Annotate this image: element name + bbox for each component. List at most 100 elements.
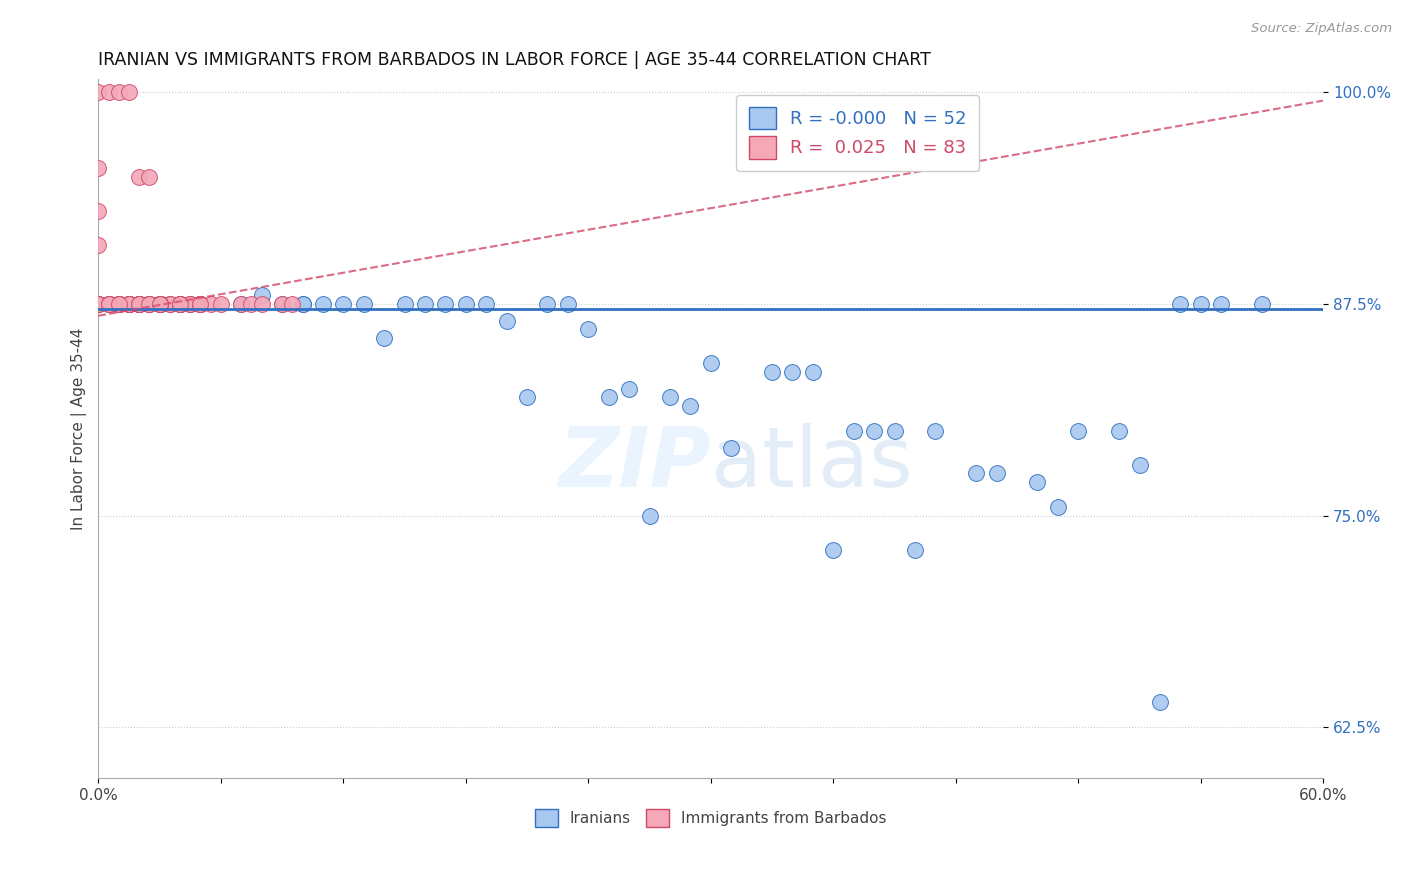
Point <box>1189 297 1212 311</box>
Point <box>159 297 181 311</box>
Point <box>107 297 129 311</box>
Point <box>149 297 172 311</box>
Point <box>413 297 436 311</box>
Point <box>149 297 172 311</box>
Point <box>169 297 191 311</box>
Point <box>128 169 150 184</box>
Text: Source: ZipAtlas.com: Source: ZipAtlas.com <box>1251 22 1392 36</box>
Point <box>495 314 517 328</box>
Point <box>118 297 141 311</box>
Point <box>87 297 110 311</box>
Point <box>118 297 141 311</box>
Point <box>97 297 120 311</box>
Point <box>1211 297 1233 311</box>
Point <box>179 297 201 311</box>
Point <box>209 297 232 311</box>
Point <box>118 297 141 311</box>
Point <box>312 297 335 311</box>
Point <box>801 365 824 379</box>
Point <box>87 161 110 176</box>
Point <box>190 297 212 311</box>
Point <box>332 297 354 311</box>
Point <box>986 467 1008 481</box>
Point <box>118 297 141 311</box>
Point <box>720 441 742 455</box>
Point <box>1128 458 1150 472</box>
Point <box>281 297 304 311</box>
Point <box>169 297 191 311</box>
Point <box>373 331 395 345</box>
Point <box>107 297 129 311</box>
Point <box>128 297 150 311</box>
Point <box>291 297 314 311</box>
Point <box>200 297 222 311</box>
Point <box>617 382 640 396</box>
Point <box>97 297 120 311</box>
Point <box>97 297 120 311</box>
Point <box>1108 424 1130 438</box>
Point <box>679 399 702 413</box>
Point <box>87 85 110 99</box>
Point <box>87 297 110 311</box>
Point <box>823 542 845 557</box>
Point <box>87 297 110 311</box>
Point <box>434 297 457 311</box>
Point <box>250 297 273 311</box>
Point <box>87 297 110 311</box>
Point <box>1026 475 1049 489</box>
Point <box>1046 500 1069 515</box>
Point <box>149 297 172 311</box>
Point <box>138 297 160 311</box>
Point <box>190 297 212 311</box>
Point <box>87 297 110 311</box>
Point <box>883 424 905 438</box>
Point <box>97 297 120 311</box>
Point <box>761 365 783 379</box>
Text: IRANIAN VS IMMIGRANTS FROM BARBADOS IN LABOR FORCE | AGE 35-44 CORRELATION CHART: IRANIAN VS IMMIGRANTS FROM BARBADOS IN L… <box>98 51 931 69</box>
Point <box>536 297 558 311</box>
Point <box>169 297 191 311</box>
Point <box>118 297 141 311</box>
Y-axis label: In Labor Force | Age 35-44: In Labor Force | Age 35-44 <box>72 327 87 530</box>
Point <box>190 297 212 311</box>
Point <box>700 356 723 370</box>
Text: atlas: atlas <box>711 423 912 504</box>
Point <box>87 297 110 311</box>
Point <box>271 297 294 311</box>
Point <box>97 297 120 311</box>
Point <box>1067 424 1090 438</box>
Point <box>291 297 314 311</box>
Legend: Iranians, Immigrants from Barbados: Iranians, Immigrants from Barbados <box>529 803 893 833</box>
Point <box>138 297 160 311</box>
Point <box>454 297 477 311</box>
Point <box>231 297 253 311</box>
Point <box>97 85 120 99</box>
Point <box>516 390 538 404</box>
Point <box>1149 695 1171 709</box>
Point <box>169 297 191 311</box>
Point <box>107 85 129 99</box>
Point <box>659 390 682 404</box>
Point <box>138 297 160 311</box>
Point <box>149 297 172 311</box>
Point <box>128 297 150 311</box>
Point <box>87 297 110 311</box>
Point <box>128 297 150 311</box>
Point <box>638 508 661 523</box>
Point <box>138 297 160 311</box>
Point <box>97 297 120 311</box>
Point <box>87 297 110 311</box>
Point <box>128 297 150 311</box>
Point <box>965 467 987 481</box>
Point <box>179 297 201 311</box>
Point <box>271 297 294 311</box>
Point <box>924 424 946 438</box>
Point <box>138 169 160 184</box>
Point <box>904 542 927 557</box>
Point <box>118 297 141 311</box>
Point <box>107 297 129 311</box>
Point <box>169 297 191 311</box>
Point <box>842 424 865 438</box>
Point <box>863 424 886 438</box>
Point <box>1170 297 1192 311</box>
